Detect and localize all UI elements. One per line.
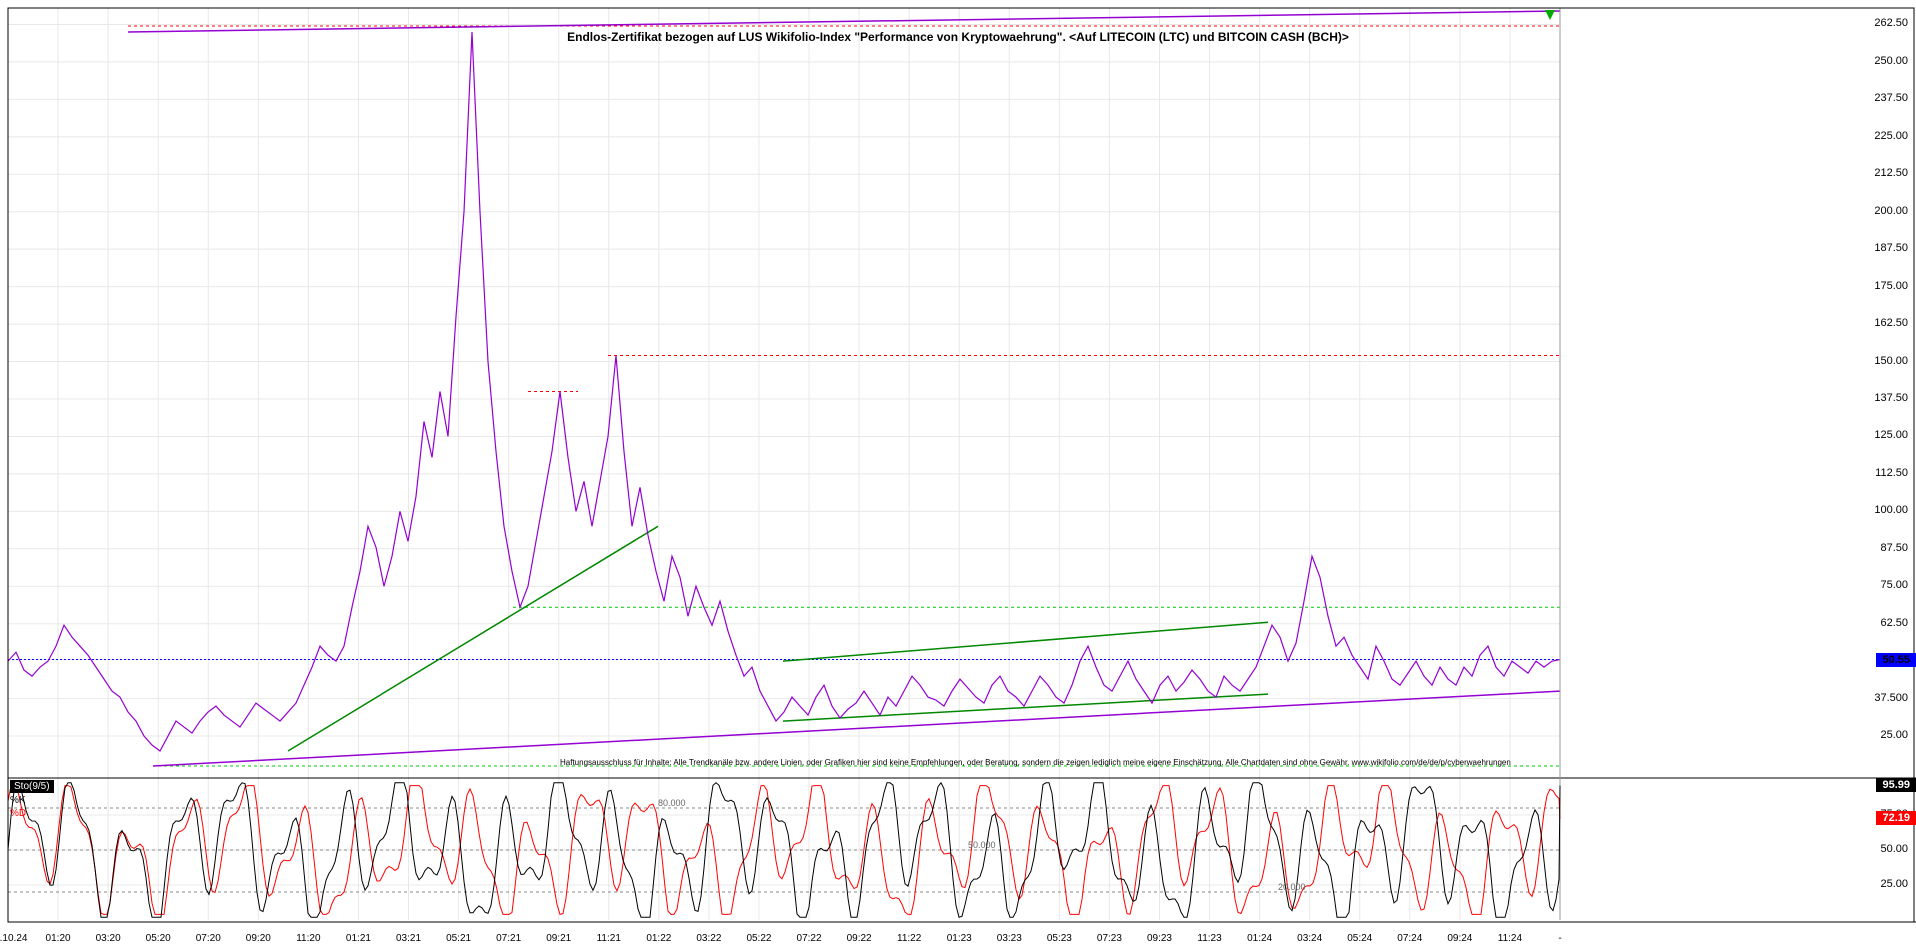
y-axis-label: 137.50 bbox=[1874, 392, 1908, 404]
chart-disclaimer: Haftungsausschluss für Inhalte: Alle Tre… bbox=[560, 758, 1511, 767]
x-axis-label: 07:22 bbox=[797, 933, 822, 944]
x-axis-label: 01:21 bbox=[346, 933, 371, 944]
y-axis-label: 237.50 bbox=[1874, 92, 1908, 104]
x-axis-label: 11:23 bbox=[1197, 933, 1221, 944]
x-axis-label: 05:23 bbox=[1047, 933, 1072, 944]
x-axis-label: - bbox=[1558, 933, 1561, 944]
y-axis-label: 62.50 bbox=[1880, 617, 1908, 629]
x-axis-label: 11:22 bbox=[897, 933, 921, 944]
x-axis-label: 01:23 bbox=[947, 933, 972, 944]
indicator-y-label: 50.00 bbox=[1880, 843, 1908, 855]
indicator-pd-label: %D bbox=[10, 808, 26, 819]
x-axis-label: 09:21 bbox=[546, 933, 571, 944]
y-axis-label: 262.50 bbox=[1874, 17, 1908, 29]
y-axis-label: 212.50 bbox=[1874, 167, 1908, 179]
x-axis-label: 11:24 bbox=[1498, 933, 1522, 944]
y-axis-label: 225.00 bbox=[1874, 130, 1908, 142]
current-price-badge: 50.55 bbox=[1876, 653, 1916, 667]
chart-container: Endlos-Zertifikat bezogen auf LUS Wikifo… bbox=[0, 0, 1916, 948]
x-axis-label: 01:24 bbox=[1247, 933, 1272, 944]
x-axis-label: 05:24 bbox=[1347, 933, 1372, 944]
y-axis-label: 100.00 bbox=[1874, 504, 1908, 516]
y-axis-label: 112.50 bbox=[1875, 467, 1908, 479]
y-axis-label: 250.00 bbox=[1874, 55, 1908, 67]
x-axis-label: 01:20 bbox=[46, 933, 71, 944]
x-axis-label: 07:24 bbox=[1397, 933, 1422, 944]
x-axis-label: 03:20 bbox=[96, 933, 121, 944]
chart-svg bbox=[0, 0, 1916, 948]
y-axis-label: 200.00 bbox=[1874, 205, 1908, 217]
y-axis-label: 175.00 bbox=[1874, 280, 1908, 292]
y-axis-label: 87.50 bbox=[1880, 542, 1908, 554]
y-axis-label: 187.50 bbox=[1874, 242, 1908, 254]
indicator-d-badge: 72.19 bbox=[1876, 811, 1916, 825]
x-axis-label: 07:21 bbox=[496, 933, 521, 944]
x-axis-label: 05:21 bbox=[446, 933, 471, 944]
x-axis-label: 03:23 bbox=[997, 933, 1022, 944]
indicator-pk-label: %K bbox=[10, 795, 26, 806]
chart-title: Endlos-Zertifikat bezogen auf LUS Wikifo… bbox=[567, 30, 1349, 44]
x-axis-label: 05:20 bbox=[146, 933, 171, 944]
indicator-level-label: 20.000 bbox=[1278, 882, 1306, 892]
x-axis-label: 03:21 bbox=[396, 933, 421, 944]
x-axis-label: 09:23 bbox=[1147, 933, 1172, 944]
indicator-level-label: 80.000 bbox=[658, 798, 686, 808]
x-axis-label: 18.10.24 bbox=[0, 933, 27, 944]
y-axis-label: 162.50 bbox=[1874, 317, 1908, 329]
indicator-k-badge: 95.99 bbox=[1876, 778, 1916, 792]
y-axis-label: 150.00 bbox=[1874, 355, 1908, 367]
y-axis-label: 37.500 bbox=[1874, 692, 1908, 704]
x-axis-label: 05:22 bbox=[746, 933, 771, 944]
indicator-level-label: 50.000 bbox=[968, 840, 996, 850]
x-axis-label: 09:20 bbox=[246, 933, 271, 944]
x-axis-label: 07:20 bbox=[196, 933, 221, 944]
x-axis-label: 09:24 bbox=[1447, 933, 1472, 944]
x-axis-label: 03:22 bbox=[696, 933, 721, 944]
x-axis-label: 01:22 bbox=[646, 933, 671, 944]
x-axis-label: 11:21 bbox=[597, 933, 621, 944]
x-axis-label: 09:22 bbox=[847, 933, 872, 944]
x-axis-label: 07:23 bbox=[1097, 933, 1122, 944]
y-axis-label: 75.00 bbox=[1880, 579, 1908, 591]
indicator-y-label: 25.00 bbox=[1880, 878, 1908, 890]
indicator-name-label: Sto(9/5) bbox=[10, 780, 54, 793]
x-axis-label: 11:20 bbox=[296, 933, 320, 944]
y-axis-label: 125.00 bbox=[1874, 429, 1908, 441]
y-axis-label: 25.00 bbox=[1880, 729, 1908, 741]
x-axis-label: 03:24 bbox=[1297, 933, 1322, 944]
